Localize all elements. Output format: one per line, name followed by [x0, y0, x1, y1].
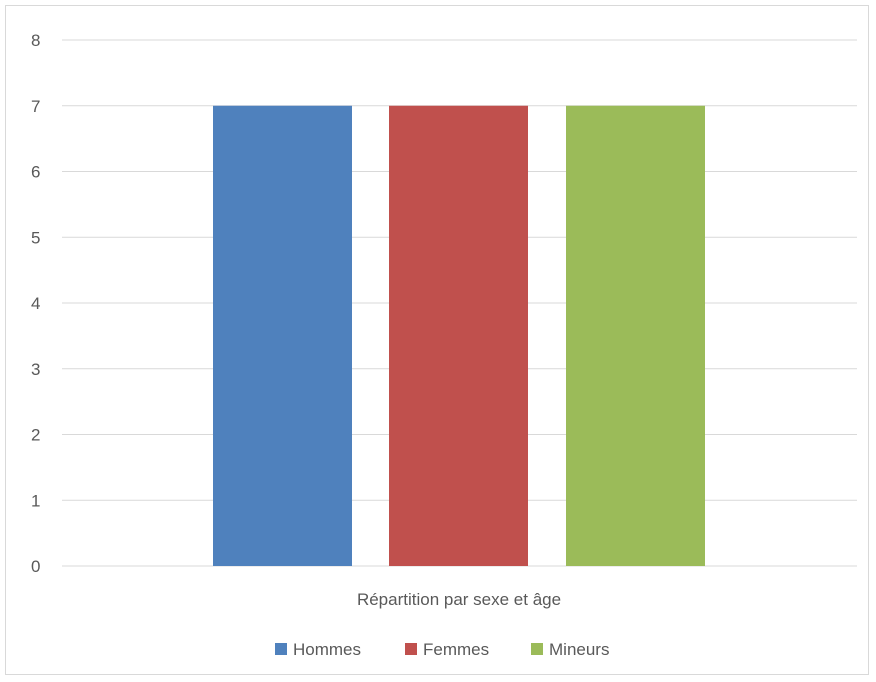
x-category-label: Répartition par sexe et âge: [357, 590, 561, 609]
bar-hommes: [213, 105, 352, 566]
legend-swatch-mineurs: [531, 643, 543, 655]
legend-item-hommes: Hommes: [275, 640, 361, 659]
y-tick-label: 0: [31, 557, 40, 576]
y-tick-label: 6: [31, 163, 40, 182]
y-tick-label: 4: [31, 294, 40, 313]
y-tick-label: 3: [31, 360, 40, 379]
legend-item-femmes: Femmes: [405, 640, 489, 659]
legend: Hommes Femmes Mineurs: [275, 640, 609, 659]
legend-swatch-hommes: [275, 643, 287, 655]
bar-femmes: [389, 105, 528, 566]
y-tick-label: 1: [31, 491, 40, 510]
y-tick-label: 2: [31, 426, 40, 445]
legend-item-mineurs: Mineurs: [531, 640, 609, 659]
y-tick-label: 8: [31, 31, 40, 50]
bars: [213, 105, 705, 566]
y-tick-label: 5: [31, 228, 40, 247]
y-axis-tick-labels: 0 1 2 3 4 5 6 7 8: [31, 31, 40, 576]
legend-swatch-femmes: [405, 643, 417, 655]
legend-label-hommes: Hommes: [293, 640, 361, 659]
legend-label-femmes: Femmes: [423, 640, 489, 659]
legend-label-mineurs: Mineurs: [549, 640, 609, 659]
bar-mineurs: [566, 105, 705, 566]
y-tick-label: 7: [31, 97, 40, 116]
